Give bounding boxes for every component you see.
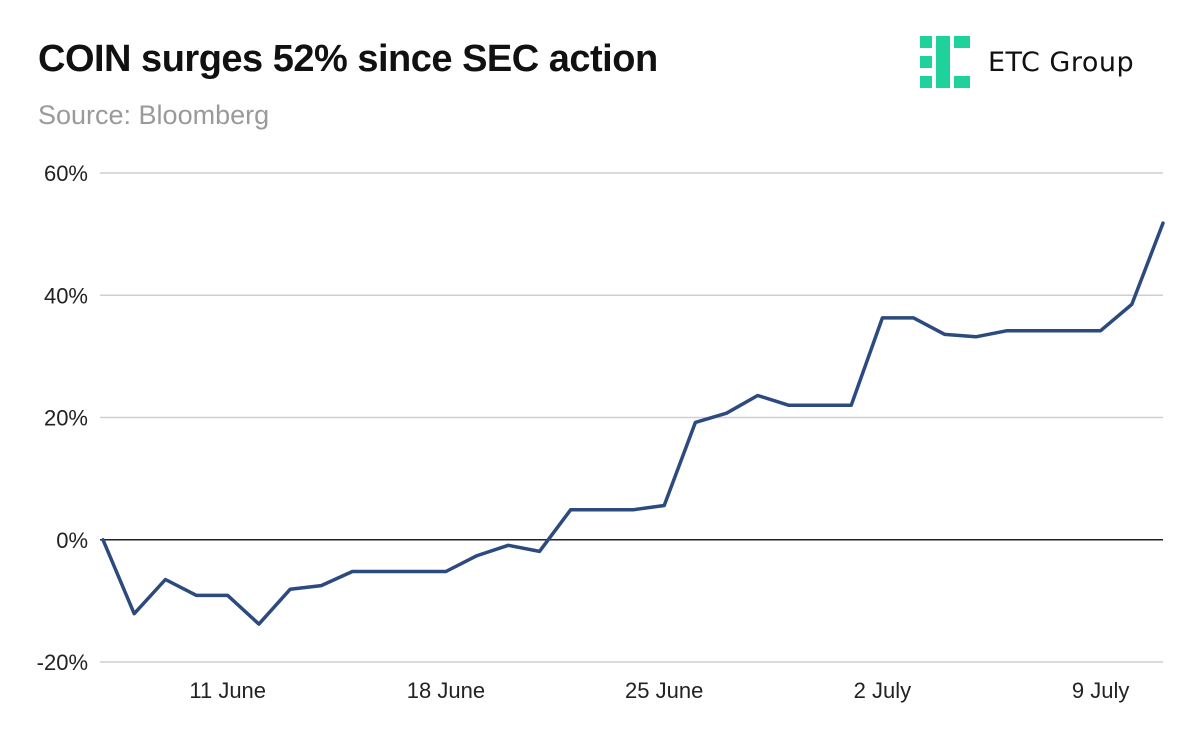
data-point <box>475 554 479 558</box>
logo-block <box>954 76 970 88</box>
data-point <box>818 403 822 407</box>
x-tick-label: 9 July <box>1072 678 1129 703</box>
data-point <box>1161 221 1165 225</box>
data-point <box>444 570 448 574</box>
x-axis-ticks: 11 June 18 June 25 June 2 July 9 July <box>189 678 1129 703</box>
y-tick-label: 60% <box>44 161 88 186</box>
data-point <box>600 508 604 512</box>
y-tick-label: 0% <box>56 528 88 553</box>
logo-block <box>920 36 932 48</box>
y-axis-ticks: 60% 40% 20% 0% -20% <box>37 161 88 675</box>
data-point <box>195 593 199 597</box>
series-line <box>101 221 1165 626</box>
data-point <box>1067 329 1071 333</box>
logo-block <box>920 56 932 68</box>
data-point <box>912 316 916 320</box>
data-point <box>849 403 853 407</box>
data-point <box>1005 329 1009 333</box>
data-point <box>163 577 167 581</box>
data-point <box>693 420 697 424</box>
data-point <box>1130 302 1134 306</box>
data-point <box>756 393 760 397</box>
gridlines <box>100 172 1163 663</box>
logo-block <box>954 36 970 48</box>
x-tick-label: 25 June <box>625 678 703 703</box>
data-point <box>226 593 230 597</box>
logo-block <box>920 76 932 88</box>
logo-block <box>936 36 950 88</box>
data-point <box>350 570 354 574</box>
data-point <box>288 587 292 591</box>
chart-title: COIN surges 52% since SEC action <box>38 38 658 80</box>
data-point <box>569 508 573 512</box>
series-layer <box>101 221 1165 626</box>
y-tick-label: 20% <box>44 406 88 431</box>
data-point <box>662 504 666 508</box>
logo-text: ETC Group <box>988 46 1135 78</box>
data-point <box>880 316 884 320</box>
chart-source: Source: Bloomberg <box>38 100 270 130</box>
data-point <box>382 570 386 574</box>
data-point <box>943 332 947 336</box>
data-point <box>631 508 635 512</box>
x-tick-label: 2 July <box>854 678 911 703</box>
data-point <box>1099 329 1103 333</box>
y-tick-label: -20% <box>37 650 88 675</box>
data-point <box>506 543 510 547</box>
y-tick-label: 40% <box>44 283 88 308</box>
x-tick-label: 18 June <box>407 678 485 703</box>
data-point <box>1036 329 1040 333</box>
data-point <box>319 584 323 588</box>
etc-group-logo: ETC Group <box>920 36 1134 88</box>
data-point <box>725 411 729 415</box>
data-point <box>101 538 105 542</box>
data-point <box>974 335 978 339</box>
x-tick-label: 11 June <box>189 678 266 703</box>
data-point <box>537 549 541 553</box>
data-point <box>787 403 791 407</box>
data-point <box>132 612 136 616</box>
data-point <box>413 570 417 574</box>
data-point <box>257 622 261 626</box>
etc-group-logo-icon <box>920 36 970 88</box>
